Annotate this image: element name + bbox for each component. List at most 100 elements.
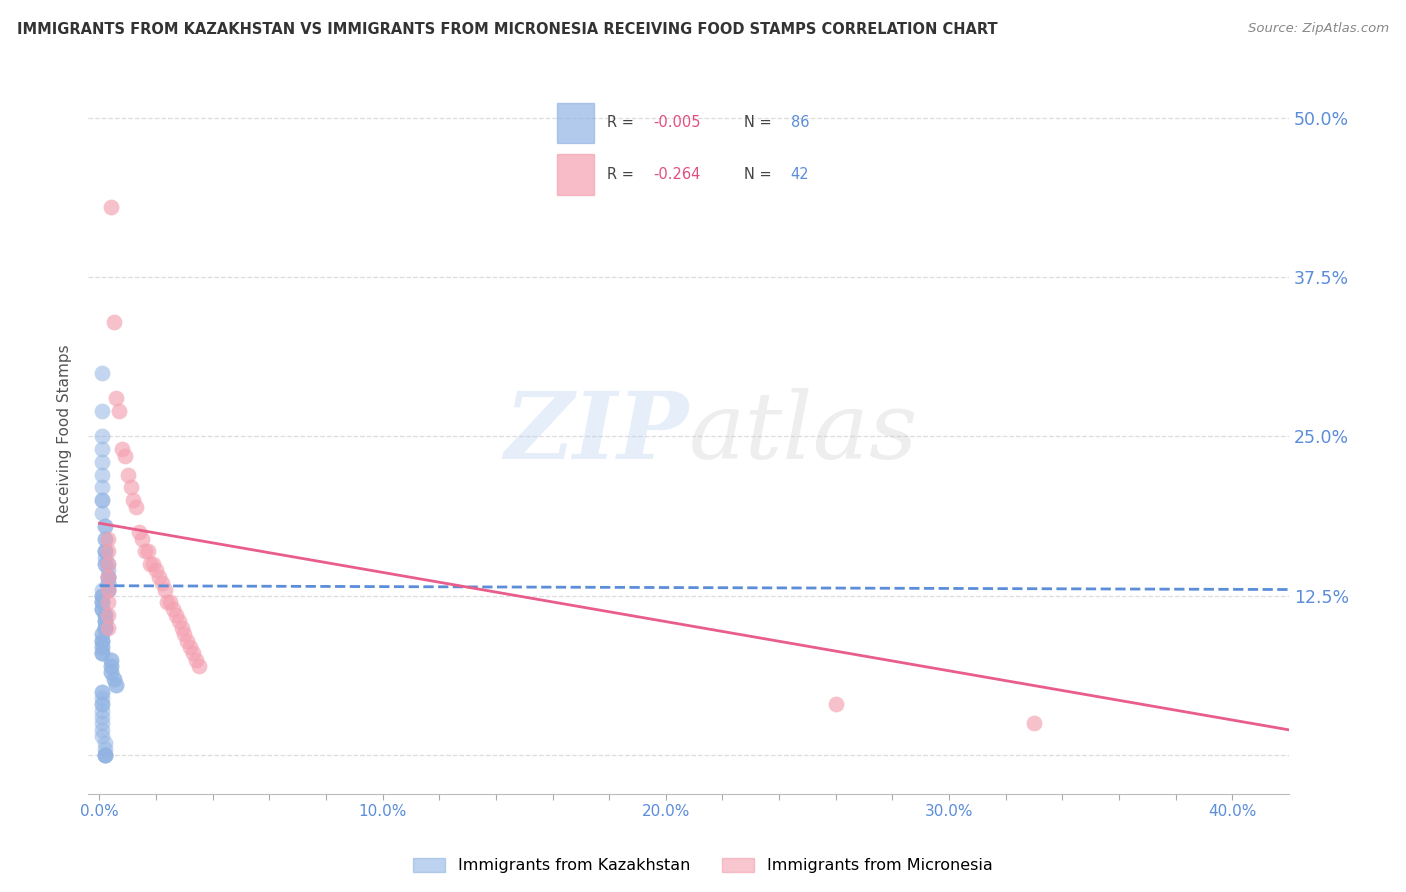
Point [97, 544, 120, 558]
Point [100, 665, 122, 680]
Point [91, 595, 114, 609]
Point [114, 449, 136, 463]
Y-axis label: Receiving Food Stamps: Receiving Food Stamps [58, 344, 72, 523]
Point [94, 615, 117, 629]
Point [97, 570, 120, 584]
Point [145, 563, 167, 577]
Point [91, 595, 114, 609]
Point [94, 557, 117, 571]
Point [173, 627, 195, 641]
Point [103, 672, 125, 686]
Point [103, 315, 125, 329]
Point [91, 633, 114, 648]
Text: IMMIGRANTS FROM KAZAKHSTAN VS IMMIGRANTS FROM MICRONESIA RECEIVING FOOD STAMPS C: IMMIGRANTS FROM KAZAKHSTAN VS IMMIGRANTS… [17, 22, 997, 37]
Point [91, 404, 114, 418]
Point [97, 563, 120, 577]
Point [91, 493, 114, 508]
Point [120, 481, 142, 495]
Point [94, 735, 117, 749]
Point [91, 601, 114, 615]
Point [97, 576, 120, 591]
Point [165, 608, 187, 623]
Point [94, 621, 117, 635]
Point [105, 391, 128, 405]
Point [94, 608, 117, 623]
Point [100, 665, 122, 680]
Point [136, 544, 159, 558]
Point [97, 557, 120, 571]
Point [97, 582, 120, 597]
Point [184, 653, 207, 667]
Point [91, 595, 114, 609]
Point [91, 627, 114, 641]
Point [181, 646, 204, 660]
Text: atlas: atlas [689, 388, 918, 478]
Point [117, 467, 139, 482]
Point [94, 518, 117, 533]
Point [100, 659, 122, 673]
Point [91, 698, 114, 712]
Point [91, 684, 114, 698]
Point [97, 576, 120, 591]
Point [91, 582, 114, 597]
Point [91, 601, 114, 615]
Point [91, 467, 114, 482]
Point [91, 627, 114, 641]
Point [91, 646, 114, 660]
Point [94, 532, 117, 546]
Point [91, 589, 114, 603]
Point [91, 646, 114, 660]
Point [94, 615, 117, 629]
Point [91, 481, 114, 495]
Point [94, 621, 117, 635]
Point [94, 748, 117, 763]
Point [125, 500, 148, 514]
Point [91, 366, 114, 380]
Point [105, 678, 128, 692]
Point [91, 589, 114, 603]
Point [91, 716, 114, 731]
Point [94, 557, 117, 571]
Point [94, 621, 117, 635]
Point [131, 532, 153, 546]
Point [94, 615, 117, 629]
Text: Source: ZipAtlas.com: Source: ZipAtlas.com [1249, 22, 1389, 36]
Point [97, 595, 120, 609]
Point [105, 678, 128, 692]
Point [150, 576, 173, 591]
Point [128, 525, 150, 540]
Point [91, 698, 114, 712]
Point [94, 608, 117, 623]
Point [97, 570, 120, 584]
Point [94, 532, 117, 546]
Point [139, 557, 162, 571]
Point [100, 653, 122, 667]
Point [94, 742, 117, 756]
Point [91, 704, 114, 718]
Point [100, 653, 122, 667]
Point [91, 729, 114, 743]
Point [97, 570, 120, 584]
Text: ZIP: ZIP [505, 388, 689, 478]
Point [94, 544, 117, 558]
Point [94, 544, 117, 558]
Point [159, 595, 181, 609]
Point [97, 621, 120, 635]
Point [97, 582, 120, 597]
Point [91, 633, 114, 648]
Point [91, 601, 114, 615]
Point [91, 710, 114, 724]
Point [94, 544, 117, 558]
Point [187, 659, 209, 673]
Point [91, 640, 114, 654]
Point [91, 690, 114, 705]
Point [91, 684, 114, 698]
Point [97, 532, 120, 546]
Point [94, 550, 117, 565]
Point [122, 493, 145, 508]
Point [179, 640, 201, 654]
Point [94, 748, 117, 763]
Point [97, 582, 120, 597]
Point [97, 608, 120, 623]
Point [91, 633, 114, 648]
